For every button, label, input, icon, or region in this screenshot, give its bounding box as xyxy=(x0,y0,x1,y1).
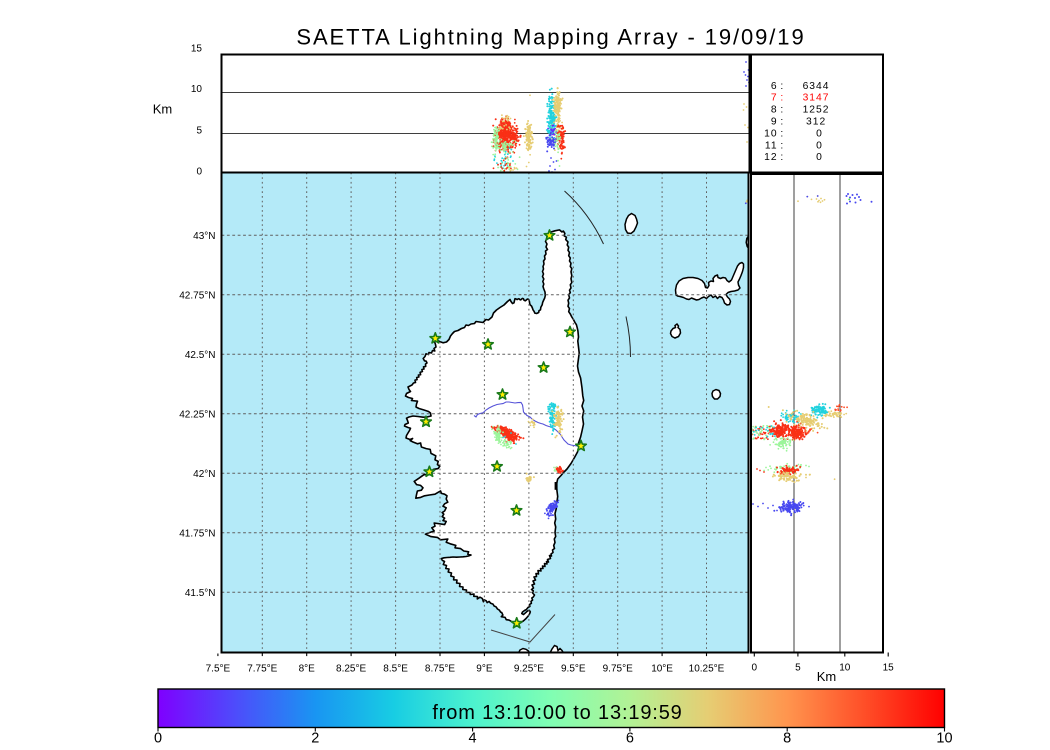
svg-text:Km: Km xyxy=(817,669,837,684)
svg-text:9.25°E: 9.25°E xyxy=(514,664,544,675)
svg-text:10.25°E: 10.25°E xyxy=(689,664,725,675)
svg-text:8.75°E: 8.75°E xyxy=(425,664,455,675)
svg-text:8: 8 xyxy=(783,731,791,747)
svg-text:2: 2 xyxy=(311,731,319,747)
svg-text:11: 11 xyxy=(765,140,778,151)
svg-text::: : xyxy=(780,128,784,139)
svg-text:3147: 3147 xyxy=(803,93,830,104)
svg-text:0: 0 xyxy=(816,140,823,151)
svg-text:5: 5 xyxy=(795,663,801,674)
svg-text:42.75°N: 42.75°N xyxy=(179,290,215,301)
svg-text:9.75°E: 9.75°E xyxy=(603,664,633,675)
svg-text:43°N: 43°N xyxy=(193,231,215,242)
svg-text:42.5°N: 42.5°N xyxy=(185,350,216,361)
svg-text:0: 0 xyxy=(154,731,162,747)
svg-text::: : xyxy=(780,117,784,128)
svg-text:9°E: 9°E xyxy=(476,664,493,675)
svg-text:Km: Km xyxy=(153,102,173,117)
svg-text:8°E: 8°E xyxy=(299,664,316,675)
svg-text:0: 0 xyxy=(816,152,823,163)
svg-text:8.5°E: 8.5°E xyxy=(383,664,408,675)
svg-text:1252: 1252 xyxy=(803,105,830,116)
svg-text:SAETTA Lightning Mapping Array: SAETTA Lightning Mapping Array - 19/09/1… xyxy=(296,25,805,50)
svg-text:10°E: 10°E xyxy=(651,664,673,675)
svg-text::: : xyxy=(780,140,784,151)
svg-text:10: 10 xyxy=(936,731,952,747)
svg-text:5: 5 xyxy=(196,126,202,137)
svg-text::: : xyxy=(780,81,784,92)
svg-text:6: 6 xyxy=(626,731,634,747)
svg-text:0: 0 xyxy=(196,167,202,178)
svg-text:7: 7 xyxy=(771,93,778,104)
svg-text::: : xyxy=(780,93,784,104)
svg-text::: : xyxy=(780,105,784,116)
svg-text:6344: 6344 xyxy=(803,81,830,92)
svg-text:7.5°E: 7.5°E xyxy=(206,664,231,675)
svg-text:10: 10 xyxy=(191,84,203,95)
svg-text:10: 10 xyxy=(839,663,851,674)
svg-text:15: 15 xyxy=(883,663,895,674)
svg-text:6: 6 xyxy=(771,81,778,92)
svg-text:312: 312 xyxy=(806,117,826,128)
svg-text:8.25°E: 8.25°E xyxy=(336,664,366,675)
svg-text:12: 12 xyxy=(764,152,777,163)
svg-text:7.75°E: 7.75°E xyxy=(247,664,277,675)
svg-text:15: 15 xyxy=(191,44,203,55)
svg-text:41.5°N: 41.5°N xyxy=(185,588,216,599)
svg-text:from 13:10:00 to 13:19:59: from 13:10:00 to 13:19:59 xyxy=(432,702,682,724)
svg-text:9: 9 xyxy=(771,117,778,128)
svg-text:8: 8 xyxy=(771,105,778,116)
svg-text:0: 0 xyxy=(816,128,823,139)
svg-text:4: 4 xyxy=(469,731,477,747)
svg-text:42.25°N: 42.25°N xyxy=(179,409,215,420)
svg-text:42°N: 42°N xyxy=(193,469,215,480)
svg-text:10: 10 xyxy=(764,128,777,139)
svg-text:9.5°E: 9.5°E xyxy=(561,664,586,675)
svg-text:0: 0 xyxy=(752,663,758,674)
svg-text:41.75°N: 41.75°N xyxy=(179,528,215,539)
svg-text::: : xyxy=(780,152,784,163)
